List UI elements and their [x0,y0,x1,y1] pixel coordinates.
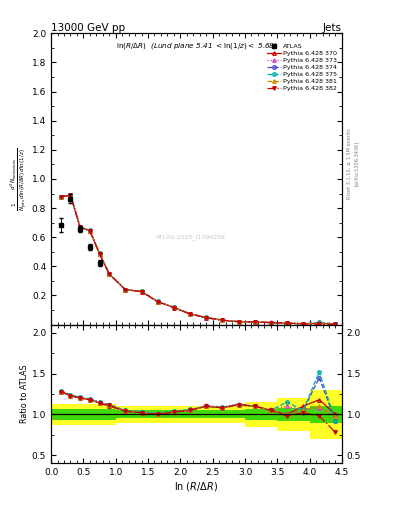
Legend: ATLAS, Pythia 6.428 370, Pythia 6.428 373, Pythia 6.428 374, Pythia 6.428 375, P: ATLAS, Pythia 6.428 370, Pythia 6.428 37… [266,42,339,93]
Text: ATLAS-2020_I1790256: ATLAS-2020_I1790256 [156,234,226,240]
Text: Rivet 3.1.10, ≥ 1.5M events: Rivet 3.1.10, ≥ 1.5M events [347,129,352,199]
Text: $\ln(R/\Delta R)$  (Lund plane 5.41 $<\ln(1/z)<$ 5.68): $\ln(R/\Delta R)$ (Lund plane 5.41 $<\ln… [116,40,277,51]
X-axis label: ln $(R/\Delta R)$: ln $(R/\Delta R)$ [174,480,219,493]
Text: 13000 GeV pp: 13000 GeV pp [51,23,125,32]
Text: [arXiv:1306.3436]: [arXiv:1306.3436] [354,141,359,186]
Y-axis label: $\frac{1}{N_\mathsf{jets}}\frac{d^2 N_\mathsf{emissions}}{d\ln(R/\Delta R)\,d\ln: $\frac{1}{N_\mathsf{jets}}\frac{d^2 N_\m… [9,147,29,210]
Y-axis label: Ratio to ATLAS: Ratio to ATLAS [20,365,29,423]
Text: Jets: Jets [323,23,342,32]
